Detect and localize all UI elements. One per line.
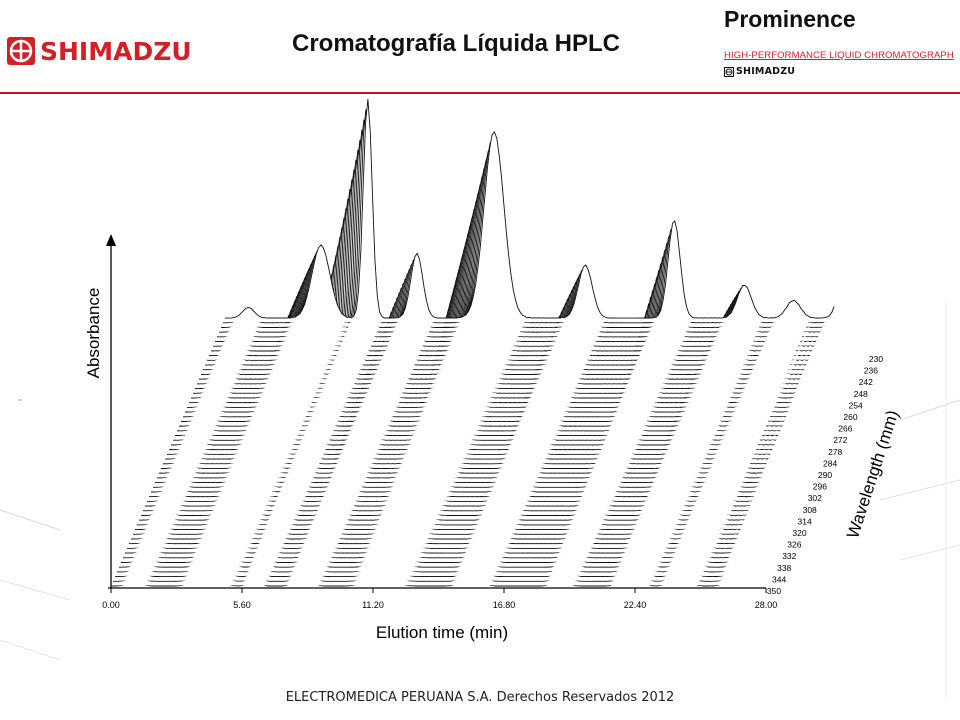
wavelength-tick-label: 350 (767, 586, 781, 596)
header-divider (0, 92, 960, 94)
product-subtitle: HIGH-PERFORMANCE LIQUID CHROMATOGRAPH (724, 50, 954, 61)
product-brand-logo: SHIMADZU (724, 66, 804, 79)
trace-mask (225, 99, 835, 323)
x-tick-label: 22.40 (624, 600, 647, 610)
x-axis-label: Elution time (min) (376, 623, 508, 642)
small-shimadzu-emblem-icon (724, 67, 734, 77)
slide-title: Cromatografía Líquida HPLC (291, 30, 621, 57)
wavelength-tick-label: 260 (843, 412, 857, 422)
footer-copyright: ELECTROMEDICA PERUANA S.A. Derechos Rese… (285, 690, 675, 705)
product-name: Prominence (724, 6, 856, 32)
wavelength-tick-label: 320 (792, 528, 806, 538)
x-tick-label: 0.00 (102, 600, 120, 610)
chromatogram-traces (111, 99, 835, 590)
wavelength-tick-label: 308 (803, 505, 817, 515)
wavelength-tick-label: 278 (828, 447, 842, 457)
wavelength-tick-label: 266 (838, 424, 852, 434)
absorbance-axis-arrow (106, 234, 116, 246)
wavelength-tick-label: 314 (798, 516, 812, 526)
wavelength-tick-label: 344 (772, 574, 786, 584)
brand-name: SHIMADZU (40, 37, 192, 66)
x-tick-label: 16.80 (493, 600, 516, 610)
x-tick-label: 5.60 (233, 600, 251, 610)
y-axis-label: Absorbance (84, 288, 103, 379)
chromatogram-trace (225, 99, 835, 319)
wavelength-tick-label: 272 (833, 435, 847, 445)
wavelength-tick-label: 302 (808, 493, 822, 503)
x-tick-label: 11.20 (362, 600, 384, 610)
chart-axes (106, 234, 766, 589)
wavelength-tick-label: 236 (864, 366, 878, 376)
wavelength-tick-label: 248 (854, 389, 868, 399)
wavelength-tick-label: 332 (782, 551, 796, 561)
shimadzu-emblem-icon (7, 37, 35, 65)
wavelength-tick-label: 284 (823, 458, 837, 468)
wavelength-tick-label: 254 (849, 400, 863, 410)
wavelength-tick-label: 326 (787, 540, 801, 550)
wavelength-tick-label: 242 (859, 377, 873, 387)
wavelength-tick-label: 290 (818, 470, 832, 480)
wavelength-tick-label: 230 (869, 354, 883, 364)
product-brand-name: SHIMADZU (736, 66, 796, 77)
wavelength-tick-label: 296 (813, 482, 827, 492)
time-axis-ticks: 0.00 5.60 11.20 16.80 22.40 28.00 (102, 588, 777, 610)
x-tick-label: 28.00 (755, 600, 778, 610)
wavelength-tick-label: 338 (777, 563, 791, 573)
shimadzu-logo: SHIMADZU (6, 36, 206, 66)
